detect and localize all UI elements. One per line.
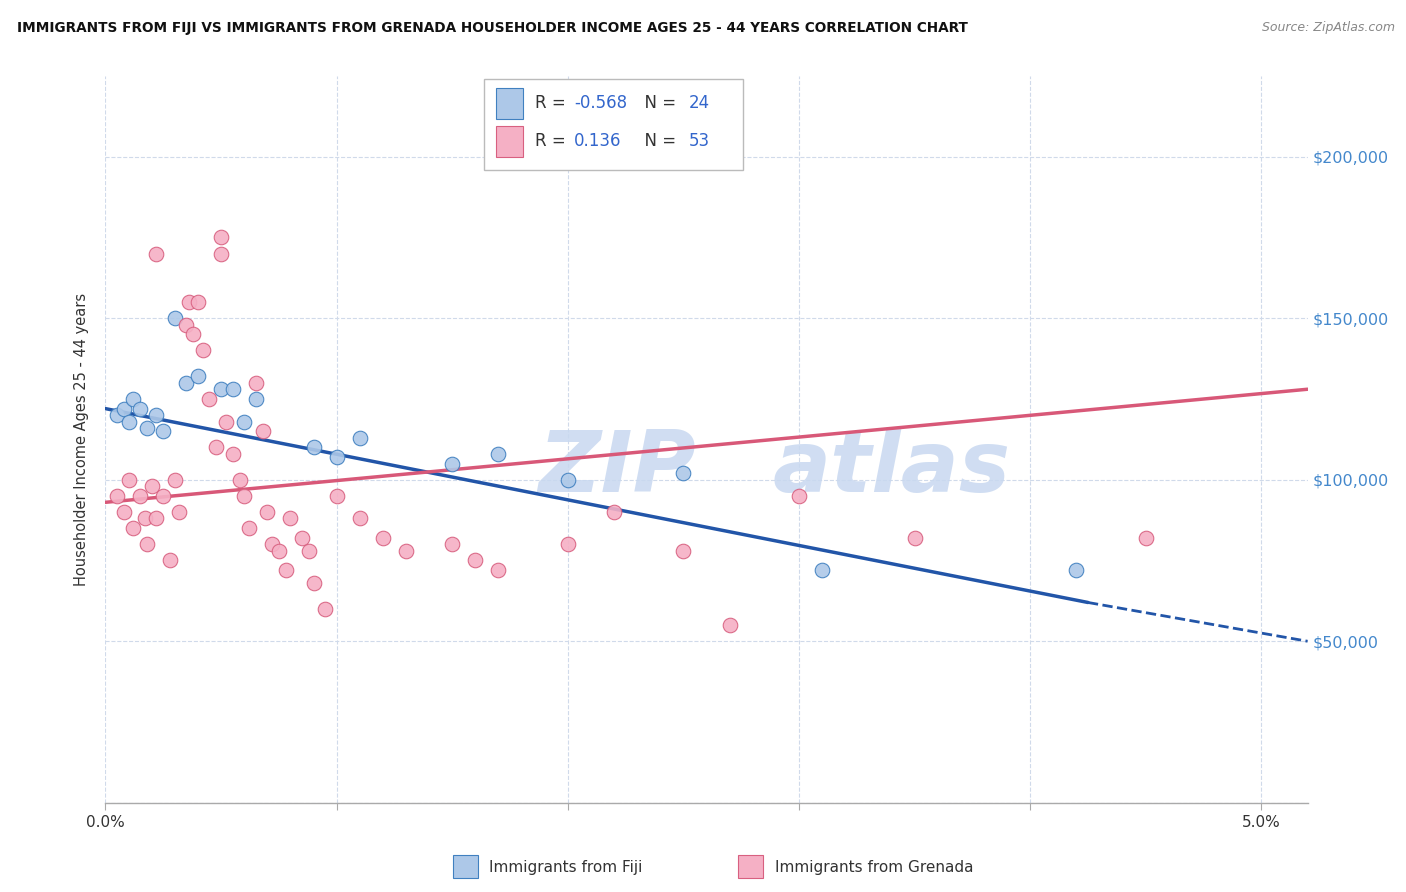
Point	[205, 441, 228, 455]
Point	[903, 531, 925, 545]
Text: Immigrants from Fiji: Immigrants from Fiji	[489, 860, 643, 874]
Point	[260, 537, 283, 551]
Point	[1135, 531, 1157, 545]
Point	[280, 511, 302, 525]
Point	[187, 369, 209, 384]
Point	[112, 401, 135, 416]
Point	[371, 531, 394, 545]
Point	[256, 505, 278, 519]
Text: atlas: atlas	[773, 427, 1011, 510]
Point	[117, 415, 139, 429]
Point	[395, 543, 418, 558]
Point	[325, 489, 347, 503]
Point	[228, 473, 250, 487]
Point	[122, 521, 145, 535]
Point	[349, 431, 371, 445]
Text: R =: R =	[534, 95, 571, 112]
Text: 53: 53	[689, 132, 710, 150]
Point	[145, 246, 167, 260]
Point	[245, 376, 267, 390]
Point	[112, 505, 135, 519]
Point	[349, 511, 371, 525]
Point	[136, 421, 159, 435]
Text: Source: ZipAtlas.com: Source: ZipAtlas.com	[1261, 21, 1395, 34]
Point	[488, 447, 510, 461]
Point	[209, 246, 232, 260]
Text: 24: 24	[689, 95, 710, 112]
Point	[169, 505, 191, 519]
Point	[291, 531, 314, 545]
Text: 0.136: 0.136	[574, 132, 621, 150]
Point	[117, 473, 139, 487]
Point	[145, 408, 167, 422]
Point	[267, 543, 290, 558]
Point	[145, 511, 167, 525]
FancyBboxPatch shape	[496, 126, 523, 156]
Point	[198, 392, 221, 406]
Text: Immigrants from Grenada: Immigrants from Grenada	[775, 860, 973, 874]
Point	[233, 489, 256, 503]
Point	[245, 392, 267, 406]
Point	[191, 343, 214, 358]
Point	[176, 376, 198, 390]
Point	[298, 543, 321, 558]
Point	[122, 392, 145, 406]
Point	[221, 382, 243, 396]
Text: N =: N =	[634, 95, 682, 112]
Text: ZIP: ZIP	[538, 427, 696, 510]
Point	[129, 489, 152, 503]
Text: IMMIGRANTS FROM FIJI VS IMMIGRANTS FROM GRENADA HOUSEHOLDER INCOME AGES 25 - 44 : IMMIGRANTS FROM FIJI VS IMMIGRANTS FROM …	[17, 21, 967, 35]
Point	[672, 543, 695, 558]
Point	[464, 553, 486, 567]
Point	[441, 457, 464, 471]
Point	[177, 295, 200, 310]
Point	[718, 618, 741, 632]
Point	[314, 602, 336, 616]
Point	[105, 489, 128, 503]
Point	[787, 489, 810, 503]
Point	[557, 537, 579, 551]
Point	[488, 563, 510, 577]
Point	[214, 415, 236, 429]
Point	[163, 473, 186, 487]
FancyBboxPatch shape	[496, 88, 523, 119]
Point	[811, 563, 834, 577]
Point	[187, 295, 209, 310]
Point	[152, 489, 174, 503]
Point	[209, 382, 232, 396]
Point	[603, 505, 626, 519]
Point	[1066, 563, 1088, 577]
Point	[141, 479, 163, 493]
Point	[134, 511, 156, 525]
Point	[181, 327, 204, 342]
Point	[163, 311, 186, 326]
Point	[159, 553, 181, 567]
Point	[176, 318, 198, 332]
Point	[325, 450, 347, 464]
Point	[152, 424, 174, 438]
Point	[441, 537, 464, 551]
Point	[105, 408, 128, 422]
Point	[252, 424, 274, 438]
Point	[209, 230, 232, 244]
Point	[302, 441, 325, 455]
FancyBboxPatch shape	[484, 79, 742, 170]
Point	[302, 576, 325, 591]
Text: N =: N =	[634, 132, 682, 150]
Point	[557, 473, 579, 487]
Text: -0.568: -0.568	[574, 95, 627, 112]
Point	[129, 401, 152, 416]
Point	[136, 537, 159, 551]
Point	[233, 415, 256, 429]
Text: R =: R =	[534, 132, 571, 150]
Point	[274, 563, 297, 577]
Point	[672, 467, 695, 481]
Point	[238, 521, 260, 535]
Y-axis label: Householder Income Ages 25 - 44 years: Householder Income Ages 25 - 44 years	[75, 293, 90, 586]
Point	[221, 447, 243, 461]
